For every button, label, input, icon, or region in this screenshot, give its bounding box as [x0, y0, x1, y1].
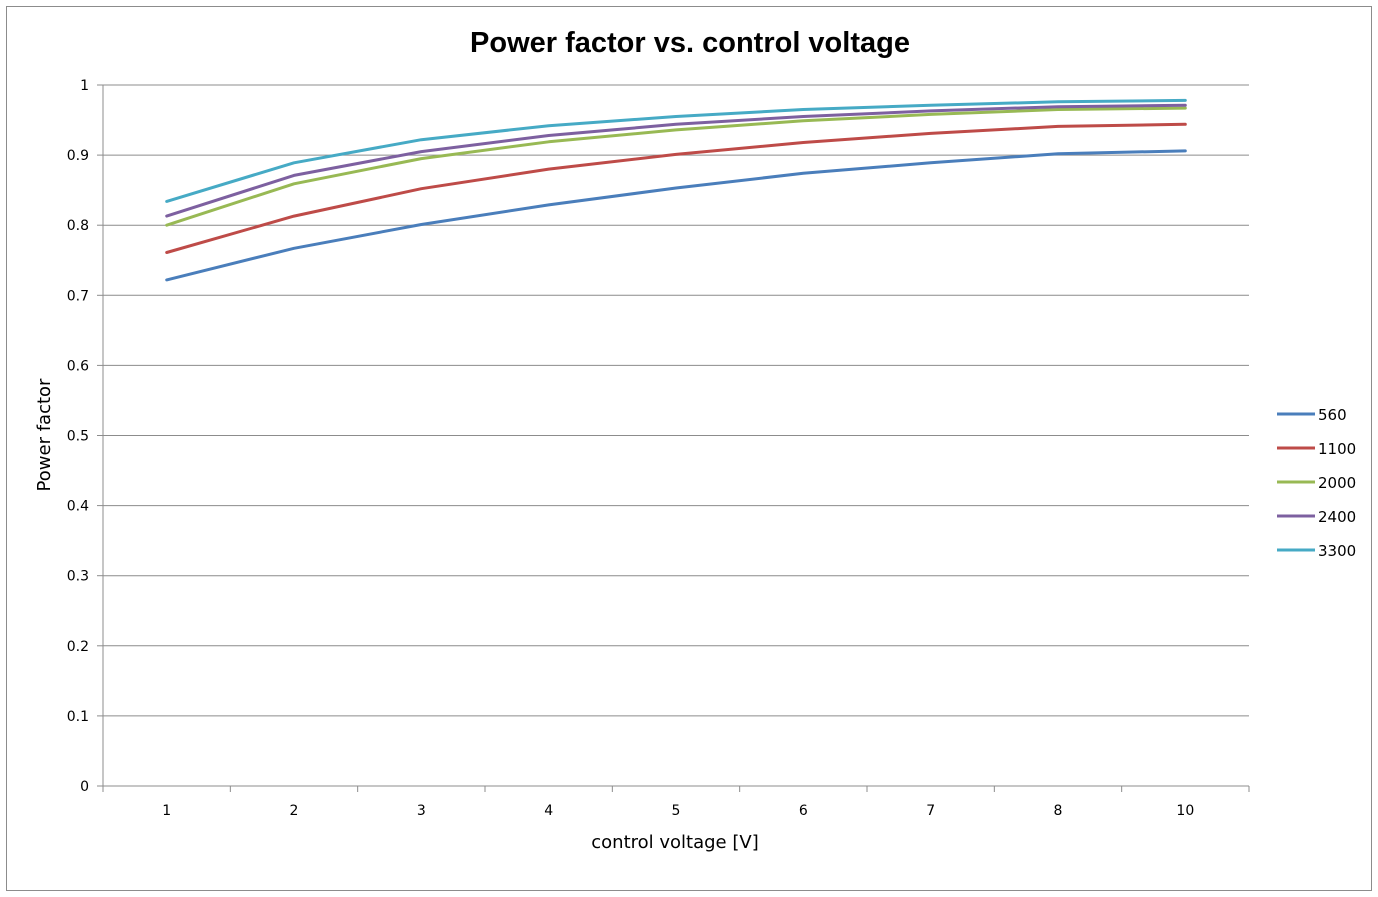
- y-tick-label: 0.4: [67, 499, 89, 515]
- legend-label-560: 560: [1318, 406, 1347, 424]
- x-tick-label: 4: [544, 803, 553, 819]
- x-tick-label: 5: [672, 803, 681, 819]
- y-tick-label: 0.7: [67, 288, 89, 304]
- y-tick-label: 0.6: [67, 358, 89, 374]
- legend: 560 1100 2000 2400 3300: [1277, 406, 1356, 560]
- y-tick-label: 0.1: [67, 709, 89, 725]
- x-tick-label: 7: [926, 803, 935, 819]
- legend-label-1100: 1100: [1318, 440, 1356, 458]
- y-tick-label: 0.5: [67, 429, 89, 445]
- chart-title: Power factor vs. control voltage: [470, 27, 910, 59]
- series-line-2400: [167, 105, 1186, 216]
- y-tick-label: 0: [80, 779, 89, 795]
- x-tick-label: 3: [417, 803, 426, 819]
- gridlines: [103, 85, 1249, 716]
- x-tick-label: 1: [162, 803, 171, 819]
- x-tick-label: 10: [1176, 803, 1194, 819]
- legend-label-2000: 2000: [1318, 474, 1356, 492]
- x-tick-label: 8: [1054, 803, 1063, 819]
- x-axis-title: control voltage [V]: [591, 832, 758, 853]
- legend-label-2400: 2400: [1318, 508, 1356, 526]
- legend-label-3300: 3300: [1318, 542, 1356, 560]
- y-tick-label: 0.9: [67, 148, 89, 164]
- x-tick-label: 6: [799, 803, 808, 819]
- x-axis-ticks: 1 2 3 4 5 6 7 8 10: [103, 786, 1249, 819]
- x-tick-label: 2: [290, 803, 299, 819]
- y-tick-label: 0.2: [67, 639, 89, 655]
- y-axis-title: Power factor: [34, 378, 55, 491]
- y-tick-label: 1: [80, 78, 89, 94]
- y-tick-label: 0.3: [67, 569, 89, 585]
- series-line-3300: [167, 100, 1186, 201]
- series-lines: [167, 100, 1186, 280]
- y-tick-label: 0.8: [67, 218, 89, 234]
- y-axis-ticks: 0 0.1 0.2 0.3 0.4 0.5 0.6 0.7 0.8 0.9 1: [67, 78, 103, 795]
